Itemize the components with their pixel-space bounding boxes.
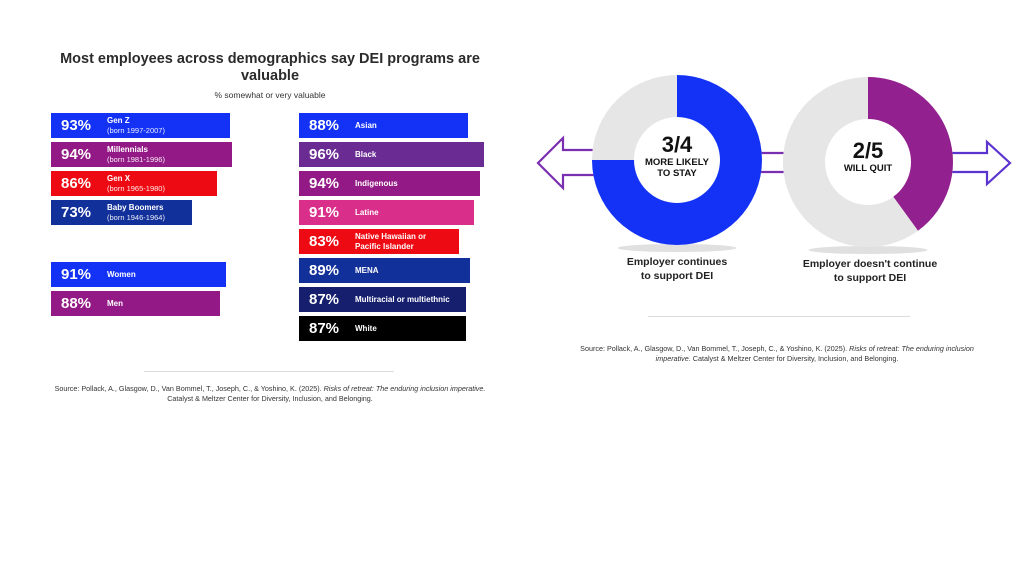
bar-value-label: 89%	[309, 262, 340, 279]
quit-donut-value-slice	[868, 77, 953, 231]
stay-donut-shadow	[617, 244, 737, 252]
bar-native-hawaiian-or-pacific-islander: 83% Native Hawaiian or Pacific Islander	[299, 229, 459, 254]
bar-category-label: Men	[107, 298, 123, 308]
bar-value-label: 87%	[309, 291, 340, 308]
bar-gen-x: 86% Gen X (born 1965-1980)	[51, 171, 217, 196]
bar-category-label: Latine	[355, 207, 379, 217]
bar-value-label: 94%	[61, 146, 92, 163]
bar-category-label: Millennials (born 1981-1996)	[107, 144, 165, 164]
quit-caption: Employer doesn't continue to support DEI	[802, 258, 938, 284]
bar-value-label: 87%	[309, 320, 340, 337]
bar-category-label: Gen X (born 1965-1980)	[107, 173, 165, 193]
bar-category-label: Gen Z (born 1997-2007)	[107, 115, 165, 135]
bar-sublabel: (born 1946-1964)	[107, 212, 165, 222]
bar-latine: 91% Latine	[299, 200, 474, 225]
bar-category-label: Native Hawaiian or Pacific Islander	[355, 231, 427, 251]
bar-value-label: 93%	[61, 117, 92, 134]
bar-category-label: Multiracial or multiethnic	[355, 294, 450, 304]
quit-fraction: 2/5	[852, 138, 884, 163]
bar-category-label: White	[355, 323, 377, 333]
chart-subtitle: % somewhat or very valuable	[214, 90, 326, 100]
bar-category-label: Baby Boomers (born 1946-1964)	[107, 202, 165, 222]
right-arrow-icon	[930, 139, 1012, 187]
stay-donut-value-slice	[592, 75, 762, 245]
stay-caption: Employer continues to support DEI	[626, 256, 728, 282]
bar-value-label: 73%	[61, 204, 92, 221]
bar-value-label: 88%	[309, 117, 340, 134]
bar-category-label: Black	[355, 149, 377, 159]
bar-value-label: 91%	[309, 204, 340, 221]
right-divider	[648, 316, 910, 317]
bar-asian: 88% Asian	[299, 113, 468, 138]
stay-label-line1: MORE LIKELY	[644, 157, 710, 168]
quit-donut-shadow	[808, 246, 928, 254]
bar-category-label: Asian	[355, 120, 377, 130]
bar-millennials: 94% Millennials (born 1981-1996)	[51, 142, 232, 167]
bar-value-label: 96%	[309, 146, 340, 163]
quit-donut-remainder-slice	[783, 77, 918, 247]
bar-multiracial-or-multiethnic: 87% Multiracial or multiethnic	[299, 287, 466, 312]
left-source-citation: Source: Pollack, A., Glasgow, D., Van Bo…	[54, 384, 486, 403]
bar-indigenous: 94% Indigenous	[299, 171, 480, 196]
bar-category-label: MENA	[355, 265, 379, 275]
bar-value-label: 94%	[309, 175, 340, 192]
bar-category-label: Women	[107, 269, 136, 279]
bar-women: 91% Women	[51, 262, 226, 287]
bar-sublabel: (born 1997-2007)	[107, 125, 165, 135]
bar-sublabel: (born 1981-1996)	[107, 154, 165, 164]
bar-value-label: 91%	[61, 266, 92, 283]
stay-label-line2: TO STAY	[657, 168, 697, 179]
chart-title: Most employees across demographics say D…	[60, 51, 480, 84]
stay-donut-remainder-slice	[592, 75, 677, 160]
stay-center-label: 3/4 MORE LIKELY TO STAY	[627, 132, 727, 180]
bar-black: 96% Black	[299, 142, 484, 167]
bar-category-label: Indigenous	[355, 178, 398, 188]
left-divider	[144, 371, 394, 372]
bar-value-label: 88%	[61, 295, 92, 312]
bar-men: 88% Men	[51, 291, 220, 316]
right-source-citation: Source: Pollack, A., Glasgow, D., Van Bo…	[580, 344, 974, 363]
bar-value-label: 86%	[61, 175, 92, 192]
bar-value-label: 83%	[309, 233, 340, 250]
stay-fraction: 3/4	[661, 132, 693, 157]
bar-gen-z: 93% Gen Z (born 1997-2007)	[51, 113, 230, 138]
quit-label-line1: WILL QUIT	[843, 163, 893, 174]
quit-center-label: 2/5 WILL QUIT	[818, 138, 918, 175]
bar-baby-boomers: 73% Baby Boomers (born 1946-1964)	[51, 200, 192, 225]
bar-mena: 89% MENA	[299, 258, 470, 283]
bar-white: 87% White	[299, 316, 466, 341]
bar-sublabel: (born 1965-1980)	[107, 183, 165, 193]
